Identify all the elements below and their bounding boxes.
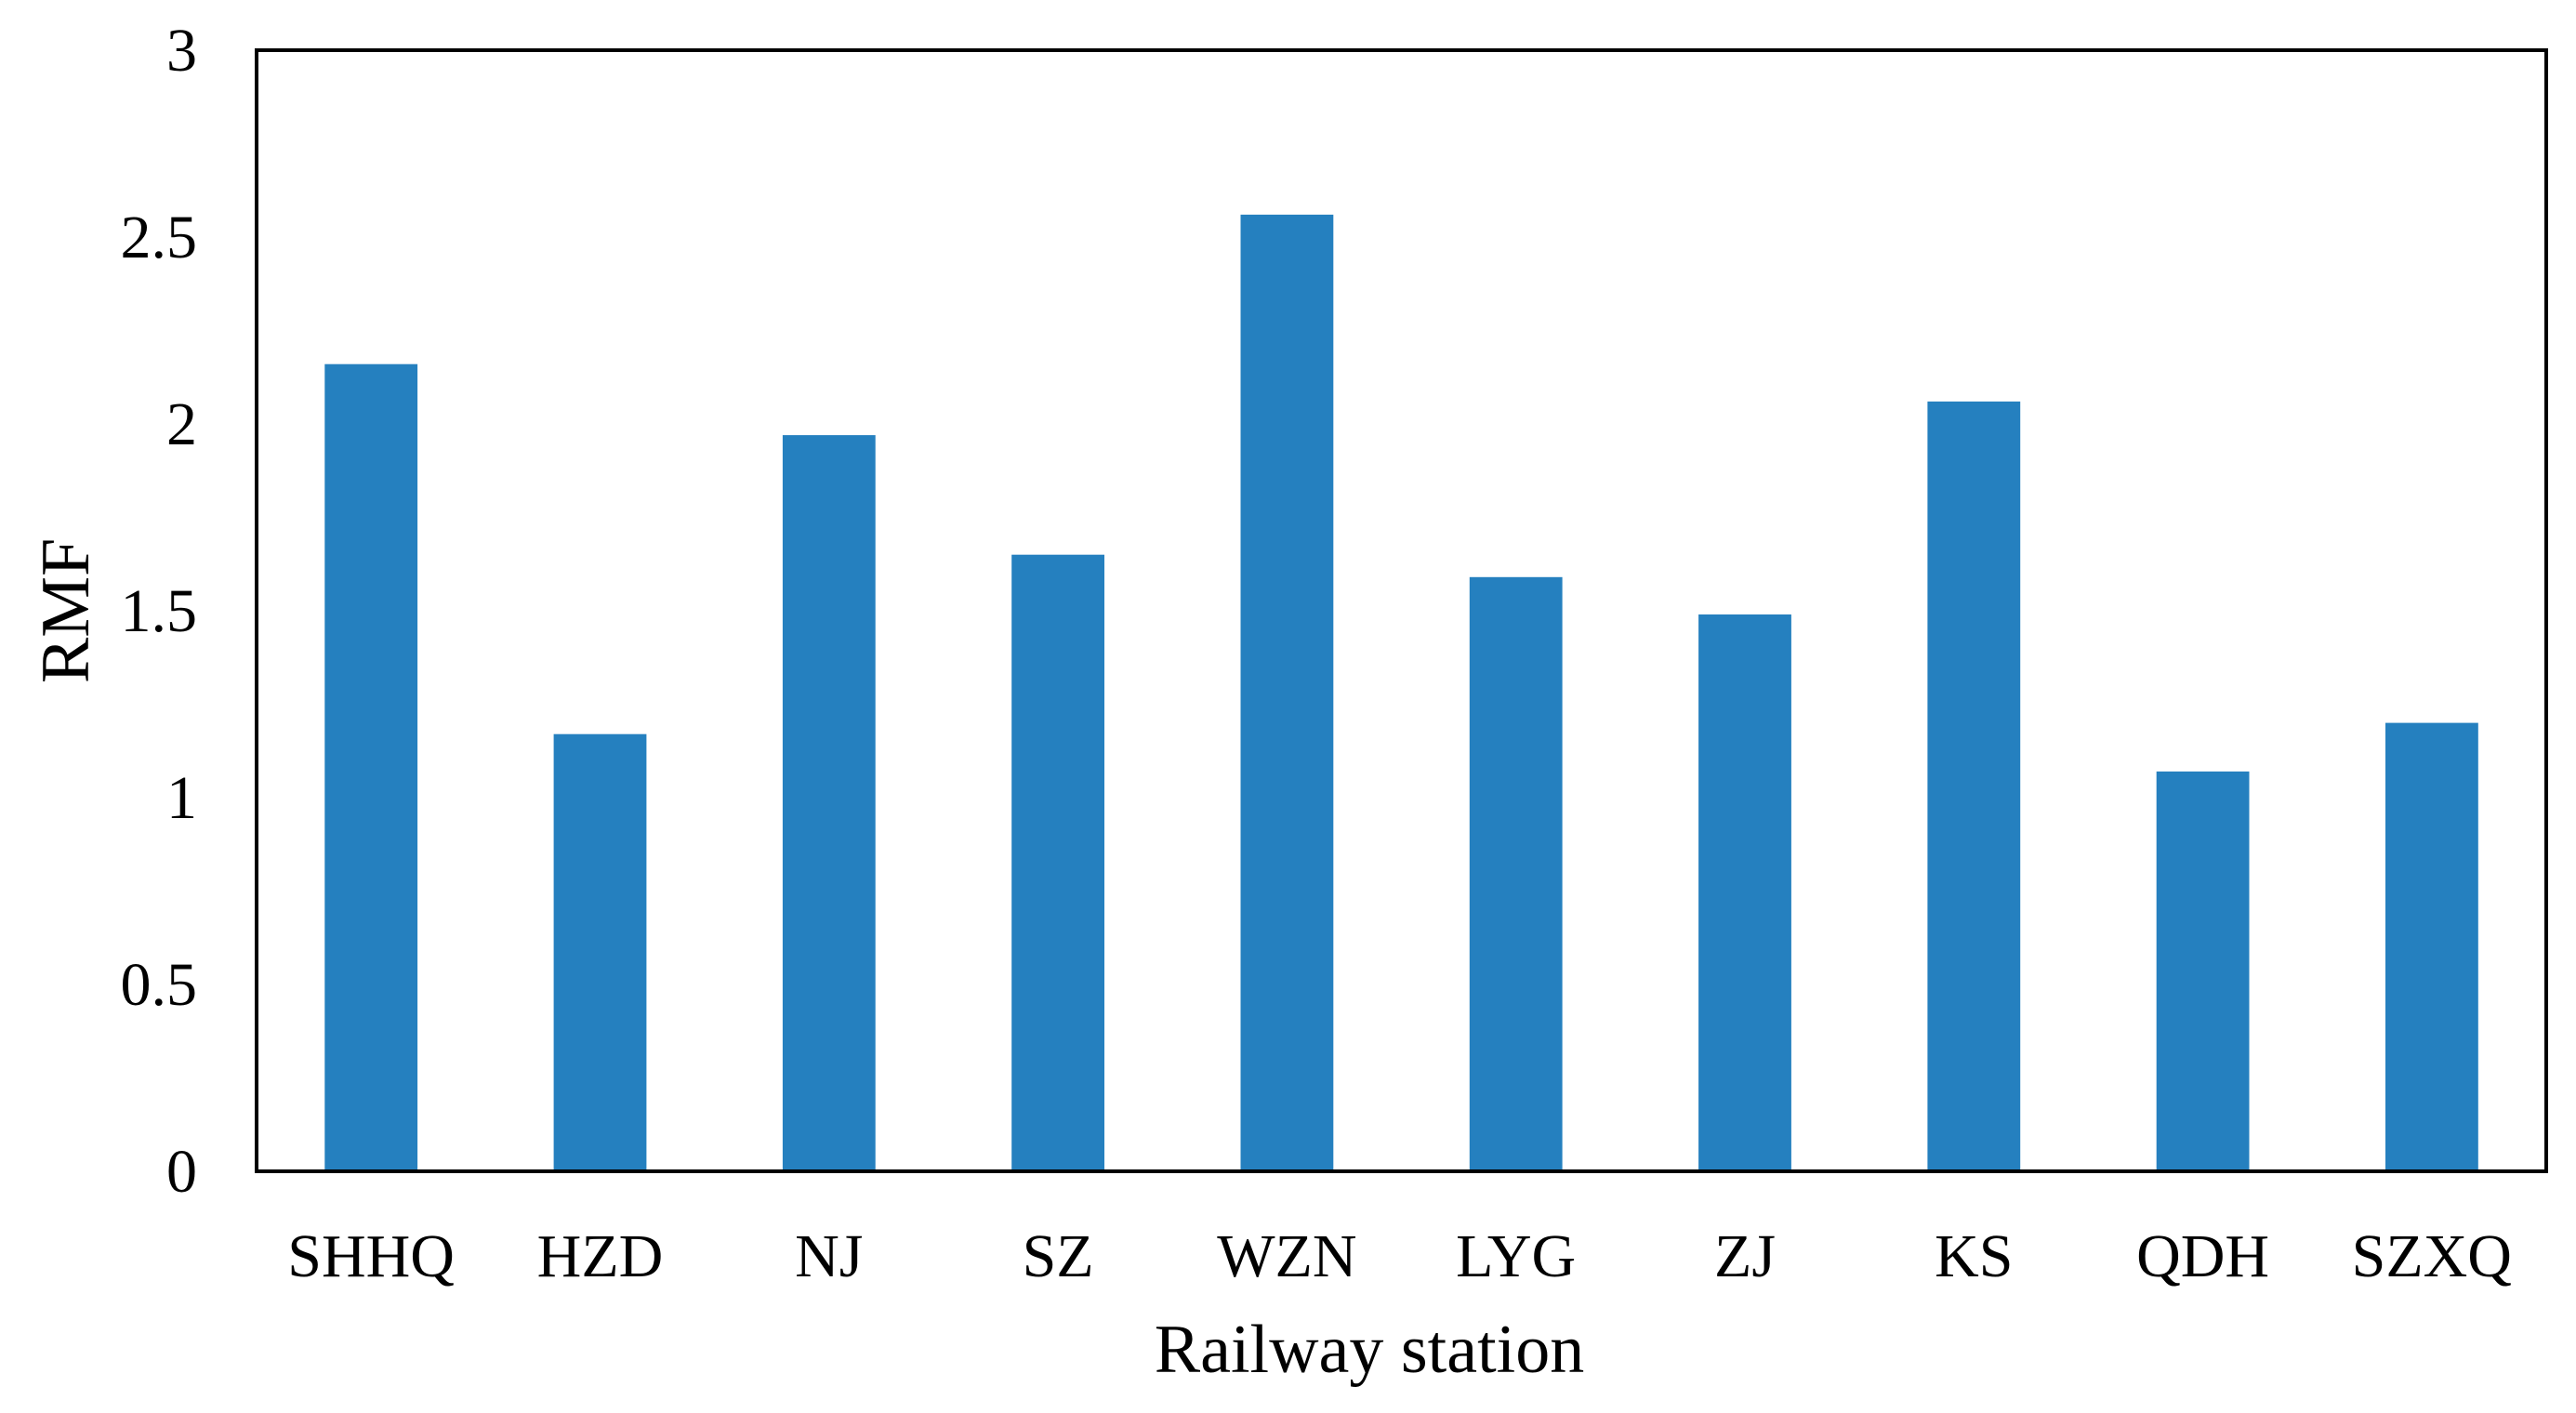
x-tick-label-ks: KS: [1935, 1222, 2013, 1290]
bar-sz: [1011, 554, 1104, 1171]
bars-layer: [324, 214, 2478, 1172]
bar-shhq: [324, 363, 418, 1171]
x-tick-label-sz: SZ: [1023, 1222, 1094, 1290]
bar-nj: [782, 435, 876, 1172]
bar-lyg: [1469, 576, 1563, 1171]
x-tick-label-wzn: WZN: [1217, 1222, 1356, 1290]
x-tick-label-shhq: SHHQ: [287, 1222, 455, 1290]
plot-frame: [255, 48, 2548, 1173]
y-tick-label: 2: [166, 390, 197, 458]
bar-qdh: [2156, 771, 2250, 1171]
bar-szxq: [2385, 722, 2478, 1171]
bar-wzn: [1240, 214, 1334, 1171]
bar-hzd: [553, 733, 647, 1171]
x-tick-label-hzd: HZD: [537, 1222, 664, 1290]
x-tick-label-nj: NJ: [795, 1222, 863, 1290]
y-tick-label: 3: [166, 17, 197, 85]
y-tick-label: 2.5: [121, 204, 198, 271]
bar-zj: [1698, 614, 1791, 1171]
y-tick-label: 0: [166, 1138, 197, 1206]
x-tick-label-lyg: LYG: [1456, 1222, 1576, 1290]
x-tick-label-qdh: QDH: [2136, 1222, 2269, 1290]
y-tick-label: 1.5: [121, 577, 198, 645]
bar-ks: [1927, 401, 2021, 1171]
x-axis-label: Railway station: [1155, 1312, 1584, 1388]
y-tick-labels: 0 0.5 1 1.5 2 2.5 3: [121, 17, 198, 1206]
x-tick-label-zj: ZJ: [1714, 1222, 1776, 1290]
y-axis-label: RMF: [28, 538, 104, 683]
x-tick-label-szxq: SZXQ: [2352, 1222, 2512, 1290]
x-tick-labels: SHHQ HZD NJ SZ WZN LYG ZJ KS QDH SZXQ: [287, 1222, 2512, 1290]
y-tick-label: 0.5: [121, 951, 198, 1019]
y-tick-label: 1: [166, 764, 197, 832]
